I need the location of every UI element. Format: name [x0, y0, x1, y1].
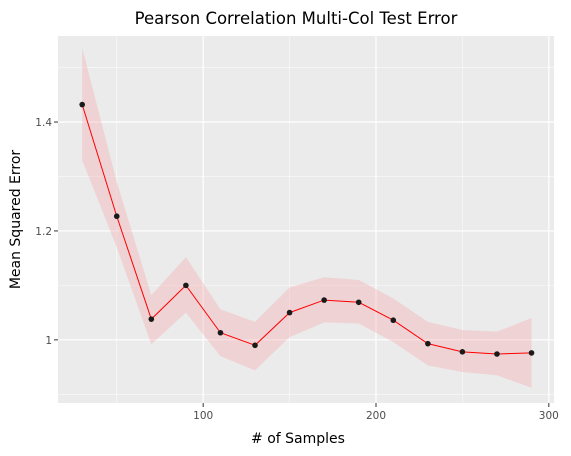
data-points	[79, 101, 535, 357]
data-point	[79, 101, 85, 108]
y-tick-label: 1.4	[35, 117, 52, 129]
data-point	[321, 297, 327, 303]
data-point	[459, 349, 466, 355]
major-grid	[58, 36, 554, 403]
data-point	[355, 299, 362, 306]
chart-title: Pearson Correlation Multi-Col Test Error	[135, 9, 458, 28]
error-ribbon	[82, 47, 532, 388]
data-point	[148, 316, 155, 322]
plot-panel	[58, 36, 554, 403]
data-point	[390, 317, 397, 324]
data-point	[286, 309, 293, 316]
data-point	[183, 282, 189, 289]
data-point	[252, 342, 258, 349]
x-tick-label: 100	[193, 410, 213, 422]
data-point	[528, 350, 535, 356]
x-axis-title: # of Samples	[251, 431, 345, 447]
data-point	[113, 213, 120, 220]
data-point	[425, 340, 431, 347]
y-axis-ticks: 1 1.2 1.4	[35, 117, 58, 347]
x-tick-label: 300	[539, 410, 559, 422]
y-tick-label: 1.2	[35, 226, 52, 238]
x-tick-label: 200	[366, 410, 386, 422]
y-axis-title: Mean Squared Error	[8, 150, 24, 290]
x-axis-ticks: 100 200 300	[193, 403, 559, 422]
data-point	[217, 329, 224, 336]
data-point	[494, 351, 500, 357]
y-tick-label: 1	[45, 335, 52, 347]
series-line	[81, 104, 532, 355]
minor-grid	[58, 36, 554, 403]
